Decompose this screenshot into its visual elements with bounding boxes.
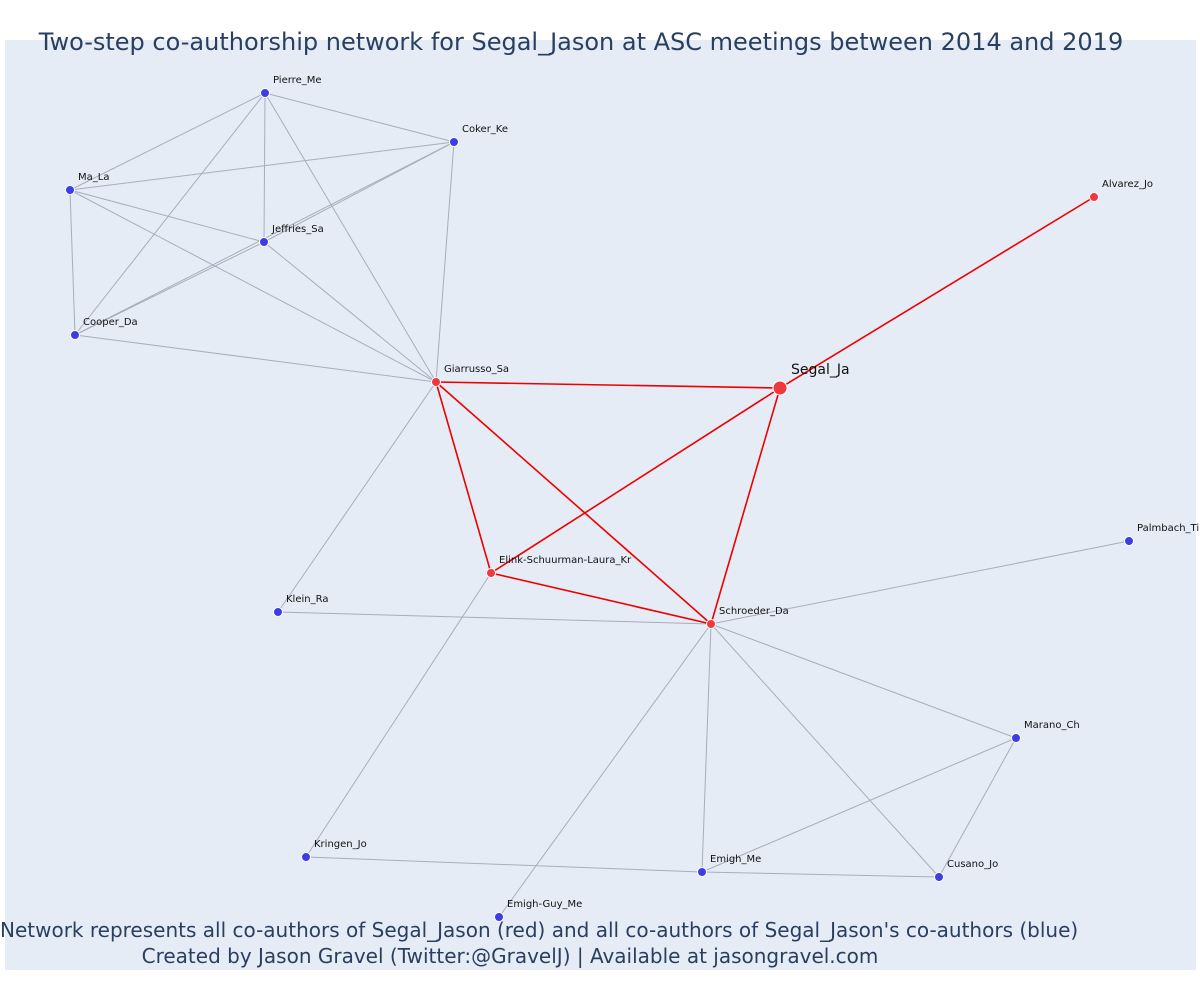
node-label-giarrusso-sa: Giarrusso_Sa: [444, 364, 509, 375]
edge-pierre-me-cooper-da: [74, 92, 266, 336]
node-jeffries-sa[interactable]: [259, 237, 269, 247]
node-giarrusso-sa[interactable]: [431, 377, 441, 387]
edge-pierre-me-coker-ke: [264, 92, 455, 143]
edge-marano-ch-cusano-jo: [938, 737, 1017, 878]
edge-emigh-me-cusano-jo: [701, 871, 940, 878]
node-label-pierre-me: Pierre_Me: [273, 75, 322, 86]
node-label-klein-ra: Klein_Ra: [286, 594, 328, 605]
node-elink-schuurman-laura-kr[interactable]: [486, 568, 496, 578]
node-label-cusano-jo: Cusano_Jo: [947, 859, 998, 870]
edge-schroeder-da-marano-ch: [710, 623, 1017, 739]
node-label-cooper-da: Cooper_Da: [83, 317, 138, 328]
edge-giarrusso-sa-klein-ra: [277, 381, 437, 613]
node-pierre-me[interactable]: [260, 88, 270, 98]
edge-jeffries-sa-cooper-da: [74, 241, 265, 336]
edge-coker-ke-giarrusso-sa: [435, 141, 455, 383]
caption-line-1: Network represents all co-authors of Seg…: [0, 918, 1079, 942]
labels-layer: Segal_Ja Alvarez_Jo Giarrusso_Sa Elink-Schu…: [78, 75, 1199, 910]
edge-segal-ja-elink-schuurman-laura-kr: [490, 387, 781, 574]
node-klein-ra[interactable]: [273, 607, 283, 617]
edge-kringen-jo-emigh-me: [305, 856, 703, 873]
edge-giarrusso-sa-schroeder-da: [435, 381, 712, 625]
node-emigh-guy-me[interactable]: [494, 912, 504, 922]
edge-ma-la-jeffries-sa: [69, 189, 265, 243]
edge-schroeder-da-cusano-jo: [710, 623, 940, 878]
node-coker-ke[interactable]: [449, 137, 459, 147]
node-label-schroeder-da: Schroeder_Da: [719, 606, 789, 617]
node-cooper-da[interactable]: [70, 330, 80, 340]
edge-schroeder-da-emigh-me: [701, 623, 712, 873]
node-segal-ja[interactable]: [772, 380, 788, 396]
edge-pierre-me-jeffries-sa: [263, 92, 266, 243]
node-label-emigh-me: Emigh_Me: [710, 854, 761, 865]
node-label-ma-la: Ma_La: [78, 172, 109, 183]
node-label-jeffries-sa: Jeffries_Sa: [271, 224, 324, 235]
caption-line-2: Created by Jason Gravel (Twitter:@Gravel…: [141, 944, 879, 968]
node-marano-ch[interactable]: [1011, 733, 1021, 743]
node-kringen-jo[interactable]: [301, 852, 311, 862]
chart-title: Two-step co-authorship network for Segal…: [38, 28, 1124, 56]
edge-klein-ra-schroeder-da: [277, 611, 712, 625]
edge-pierre-me-ma-la: [69, 92, 266, 191]
node-label-alvarez-jo: Alvarez_Jo: [1102, 179, 1153, 190]
edge-ma-la-cooper-da: [69, 189, 76, 336]
edge-jeffries-sa-giarrusso-sa: [263, 241, 437, 383]
edge-schroeder-da-palmbach-ti: [710, 540, 1130, 625]
edges-layer: [69, 92, 1130, 918]
node-label-segal-ja: Segal_Ja: [791, 362, 850, 378]
plot-area: [5, 40, 1196, 970]
node-label-kringen-jo: Kringen_Jo: [314, 839, 367, 850]
edge-segal-ja-giarrusso-sa: [435, 381, 781, 389]
node-ma-la[interactable]: [65, 185, 75, 195]
edge-giarrusso-sa-elink-schuurman-laura-kr: [435, 381, 492, 574]
edge-elink-schuurman-laura-kr-schroeder-da: [490, 572, 712, 625]
edge-segal-ja-schroeder-da: [710, 387, 781, 625]
node-cusano-jo[interactable]: [934, 872, 944, 882]
edge-schroeder-da-emigh-guy-me: [498, 623, 712, 918]
edge-ma-la-coker-ke: [69, 141, 455, 191]
node-schroeder-da[interactable]: [706, 619, 716, 629]
edge-segal-ja-alvarez-jo: [779, 196, 1095, 389]
nodes-layer: [65, 88, 1134, 922]
node-emigh-me[interactable]: [697, 867, 707, 877]
node-alvarez-jo[interactable]: [1089, 192, 1099, 202]
node-palmbach-ti[interactable]: [1124, 536, 1134, 546]
node-label-marano-ch: Marano_Ch: [1024, 720, 1080, 731]
edge-cooper-da-giarrusso-sa: [74, 334, 437, 383]
node-label-coker-ke: Coker_Ke: [462, 124, 508, 135]
edge-ma-la-giarrusso-sa: [69, 189, 437, 383]
node-label-elink-schuurman-laura-kr: Elink-Schuurman-Laura_Kr: [499, 555, 632, 566]
edge-emigh-me-marano-ch: [701, 737, 1017, 873]
edge-pierre-me-giarrusso-sa: [264, 92, 437, 383]
edge-elink-schuurman-laura-kr-kringen-jo: [305, 572, 492, 858]
node-label-emigh-guy-me: Emigh-Guy_Me: [507, 899, 582, 910]
node-label-palmbach-ti: Palmbach_Ti: [1137, 523, 1199, 534]
